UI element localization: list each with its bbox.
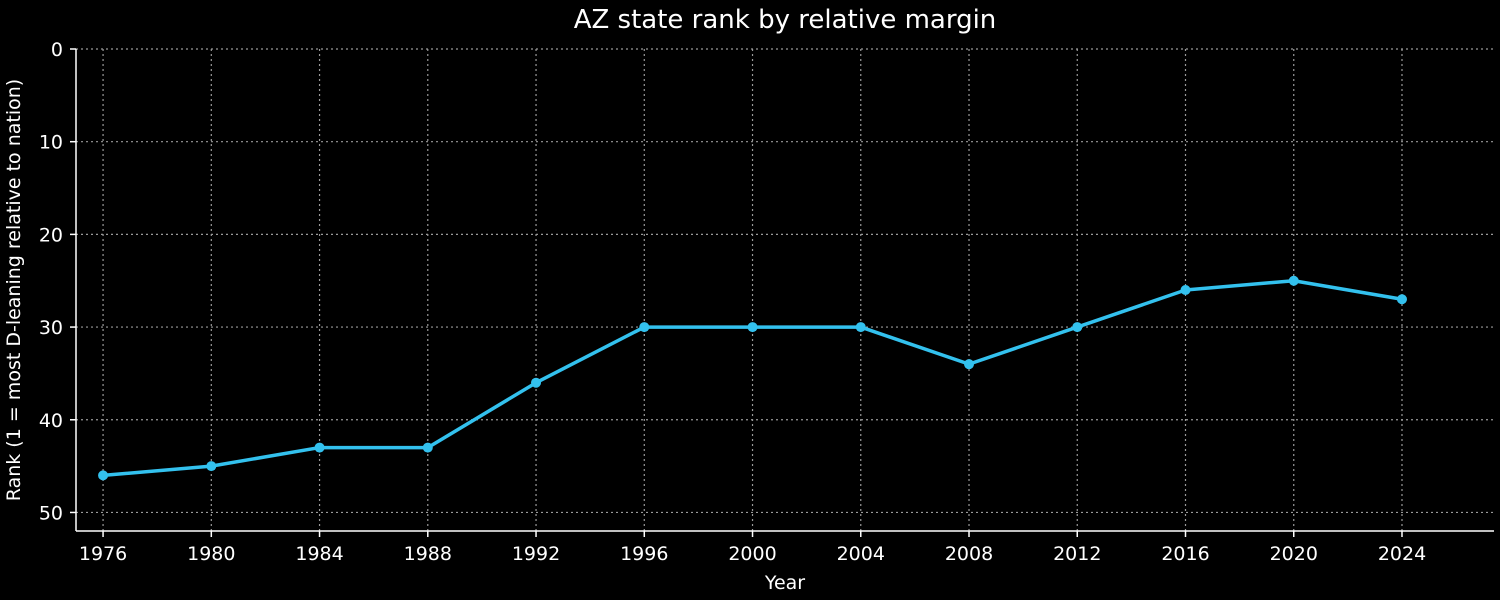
data-point xyxy=(855,322,866,333)
y-tick-label: 40 xyxy=(39,410,63,432)
x-tick-label: 2016 xyxy=(1161,543,1209,565)
x-tick-label: 1992 xyxy=(512,543,560,565)
x-tick-label: 2004 xyxy=(837,543,885,565)
data-point xyxy=(1180,285,1191,295)
axes xyxy=(75,49,1494,532)
x-tick-label: 2012 xyxy=(1053,543,1101,565)
data-point xyxy=(206,461,217,472)
data-point xyxy=(1288,275,1299,286)
data-point xyxy=(314,442,325,453)
y-tick-label: 20 xyxy=(39,224,63,246)
x-tick-label: 1984 xyxy=(295,543,343,565)
data-point xyxy=(531,377,542,388)
x-tick-label: 2008 xyxy=(945,543,993,565)
x-tick-label: 2020 xyxy=(1270,543,1318,565)
y-tick-label: 50 xyxy=(39,502,63,524)
grid xyxy=(76,48,1494,531)
data-point xyxy=(422,442,433,453)
x-tick-label: 2000 xyxy=(728,543,776,565)
y-axis-ticks: 0 10 20 30 40 50 xyxy=(39,39,76,524)
y-axis-label: Rank (1 = most D-leaning relative to nat… xyxy=(3,79,25,501)
x-axis-label: Year xyxy=(764,572,805,594)
y-tick-label: 30 xyxy=(39,317,63,339)
x-tick-label: 1980 xyxy=(187,543,235,565)
x-tick-label: 2024 xyxy=(1378,543,1426,565)
series-layer xyxy=(98,275,1407,481)
y-tick-label: 0 xyxy=(51,39,63,61)
x-tick-label: 1976 xyxy=(79,543,127,565)
data-point xyxy=(98,470,109,481)
x-axis-ticks: 1976 1980 1984 1988 1992 1996 2000 2004 2008 2012… xyxy=(79,531,1426,565)
x-tick-label: 1996 xyxy=(620,543,668,565)
data-point xyxy=(1072,322,1083,333)
data-point xyxy=(747,322,758,333)
x-tick-label: 1988 xyxy=(404,543,452,565)
y-tick-label: 10 xyxy=(39,132,63,154)
data-point xyxy=(964,359,975,370)
data-point xyxy=(1396,294,1407,305)
data-point xyxy=(639,322,650,333)
chart-title: AZ state rank by relative margin xyxy=(574,5,997,35)
